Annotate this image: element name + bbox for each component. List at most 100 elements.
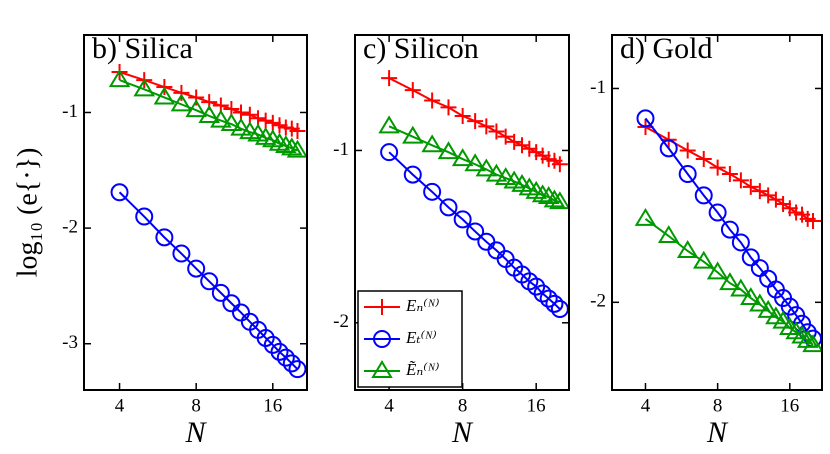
plus-marker (732, 172, 749, 189)
plus-marker (404, 82, 421, 99)
circle-marker (187, 259, 206, 278)
triangle-marker (230, 117, 252, 136)
y-tick-label: -3 (62, 332, 78, 353)
circle-marker (155, 228, 174, 247)
circle-marker (172, 244, 191, 263)
plus-marker (381, 70, 398, 87)
x-axis-label: N (184, 416, 207, 449)
circle-marker (403, 165, 422, 184)
legend-label: Ẽₙ⁽ᴺ⁾ (405, 360, 439, 379)
plus-marker (241, 106, 258, 123)
triangle-marker (676, 240, 699, 258)
triangle-marker (198, 105, 220, 123)
triangle-marker (378, 115, 400, 134)
plus-marker (478, 118, 495, 135)
circle-marker (731, 233, 750, 252)
circle-marker (694, 186, 713, 205)
triangle-marker (281, 137, 303, 156)
plus-marker (742, 178, 759, 195)
circle-marker (282, 354, 301, 373)
triangle-marker (537, 186, 560, 204)
x-tick-label: 16 (263, 395, 282, 416)
legend-marker (374, 299, 390, 315)
circle-marker (439, 198, 458, 217)
panel-title: b) Silica (92, 32, 193, 65)
triangle-marker (531, 184, 554, 203)
plus-marker (679, 142, 696, 159)
triangle-marker (286, 139, 307, 158)
plus-marker (440, 99, 457, 116)
y-tick-label: -2 (333, 311, 349, 332)
plus-marker (760, 187, 777, 204)
circle-marker (288, 360, 307, 379)
triangle-marker (437, 141, 460, 160)
plus-marker (467, 113, 484, 130)
triangle-marker (475, 158, 498, 177)
x-tick-label: 4 (641, 395, 651, 416)
circle-marker (380, 143, 399, 162)
plus-marker (264, 114, 281, 131)
panel-title: c) Silicon (363, 32, 479, 65)
circle-marker (741, 248, 760, 267)
triangle-marker (494, 167, 517, 186)
triangle-marker (719, 272, 741, 291)
triangle-marker (485, 163, 508, 182)
triangle-marker (543, 189, 566, 208)
plus-marker (767, 191, 784, 208)
triangle-marker (772, 310, 794, 329)
x-axis-label: N (451, 416, 474, 449)
plus-marker (289, 122, 306, 139)
plus-marker (497, 128, 514, 145)
circle-marker (110, 183, 129, 202)
y-tick-label: -2 (62, 216, 78, 237)
panel-title: d) Gold (620, 32, 713, 65)
plus-marker (709, 159, 726, 176)
y-axis-label: log₁₀ (e{·}) (12, 148, 43, 278)
triangle-marker (451, 148, 474, 167)
circle-marker (466, 222, 485, 241)
triangle-marker (802, 334, 822, 353)
plus-marker (514, 137, 531, 154)
x-tick-label: 8 (458, 395, 468, 416)
x-axis-label: N (706, 416, 729, 449)
y-tick-label: -1 (62, 101, 78, 122)
circle-marker (222, 294, 241, 313)
circle-marker (550, 300, 569, 319)
x-tick-label: 8 (191, 395, 201, 416)
triangle-marker (740, 287, 762, 306)
y-tick-label: -1 (590, 77, 606, 98)
plus-marker (551, 156, 568, 173)
legend-label: Eₜ⁽ᴺ⁾ (405, 328, 437, 347)
triangle-marker (133, 78, 155, 97)
triangle-marker (402, 125, 424, 144)
circle-marker (270, 342, 289, 361)
plus-marker (173, 84, 190, 101)
circle-marker (453, 210, 472, 229)
x-tick-label: 8 (713, 395, 723, 416)
triangle-marker (220, 113, 243, 132)
circle-marker (533, 284, 552, 303)
triangle-marker (730, 278, 752, 297)
triangle-marker (108, 69, 131, 88)
legend-marker (371, 360, 393, 378)
plot-content (634, 109, 822, 353)
triangle-marker (421, 134, 443, 153)
triangle-marker (275, 135, 297, 154)
triangle-marker (268, 132, 291, 151)
circle-marker (200, 272, 219, 291)
plus-marker (506, 133, 523, 150)
triangle-marker (657, 225, 680, 244)
triangle-marker (757, 299, 779, 318)
triangle-marker (749, 293, 771, 312)
triangle-marker (170, 93, 193, 112)
plot-content (378, 70, 569, 319)
plus-marker (257, 112, 274, 129)
circle-marker (720, 220, 739, 239)
triangle-marker (692, 250, 715, 269)
circle-marker (708, 203, 727, 222)
plus-marker (521, 140, 538, 157)
x-tick-label: 16 (780, 395, 799, 416)
circle-marker (659, 139, 678, 158)
circle-marker (211, 283, 230, 302)
plot-content (108, 64, 307, 379)
